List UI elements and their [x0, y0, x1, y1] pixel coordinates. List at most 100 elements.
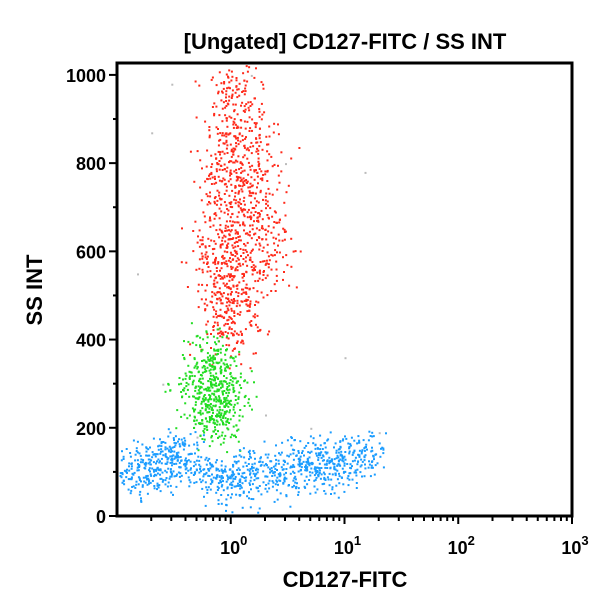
data-point	[226, 386, 229, 388]
data-point	[230, 268, 233, 270]
data-point	[131, 486, 134, 488]
data-point	[319, 452, 322, 455]
data-point	[260, 464, 263, 466]
data-point	[215, 343, 218, 346]
data-point	[231, 475, 234, 478]
data-point	[230, 155, 233, 158]
data-point	[218, 168, 221, 171]
data-point	[220, 358, 223, 361]
data-point	[207, 468, 210, 470]
data-point	[250, 176, 253, 179]
data-point	[235, 237, 238, 240]
data-point	[205, 193, 208, 196]
data-point	[218, 398, 221, 401]
data-point	[301, 450, 304, 453]
data-point	[337, 451, 340, 454]
data-point	[197, 455, 200, 458]
data-point	[203, 473, 206, 476]
data-point	[233, 221, 236, 224]
data-point	[219, 224, 222, 227]
data-point	[249, 479, 252, 482]
data-point	[314, 468, 317, 471]
data-point	[213, 376, 216, 379]
data-point	[251, 103, 254, 106]
data-point	[234, 395, 237, 397]
data-point	[282, 468, 285, 471]
data-point	[240, 293, 243, 296]
data-point	[220, 210, 223, 213]
data-point	[279, 453, 282, 456]
data-point	[242, 465, 245, 468]
data-point	[206, 336, 209, 339]
data-point	[260, 456, 262, 459]
data-point	[238, 384, 241, 387]
data-point	[267, 230, 270, 233]
data-point	[262, 83, 265, 86]
data-point	[224, 369, 226, 372]
data-point	[224, 434, 227, 437]
data-point	[225, 139, 228, 142]
data-point	[179, 456, 182, 458]
data-point	[223, 81, 226, 83]
data-point	[363, 456, 366, 459]
data-point	[275, 279, 278, 282]
data-point	[288, 284, 291, 287]
data-point	[274, 483, 277, 486]
data-point	[194, 389, 197, 392]
data-point	[145, 450, 148, 453]
data-point	[285, 471, 287, 474]
data-point	[261, 238, 264, 241]
data-point	[228, 382, 231, 385]
data-point	[229, 496, 232, 499]
data-point	[206, 488, 209, 491]
data-point	[168, 477, 171, 480]
data-point	[166, 461, 169, 464]
data-point	[310, 427, 313, 430]
data-point	[240, 188, 243, 191]
data-point	[244, 286, 247, 289]
data-point	[176, 454, 179, 457]
data-point	[225, 404, 228, 407]
data-point	[138, 477, 141, 480]
data-point	[227, 337, 230, 340]
data-point	[171, 455, 174, 458]
data-point	[167, 457, 170, 460]
data-point	[262, 274, 265, 276]
data-point	[338, 463, 341, 466]
data-point	[226, 382, 229, 385]
data-point	[284, 214, 287, 217]
data-point	[227, 366, 230, 369]
data-point	[224, 412, 227, 415]
data-point	[232, 425, 235, 428]
data-point	[181, 396, 183, 399]
y-tick-label: 600	[76, 242, 106, 262]
data-point	[266, 159, 269, 162]
data-point	[219, 132, 222, 135]
data-point	[125, 448, 128, 450]
data-point	[148, 469, 151, 472]
data-point	[209, 270, 212, 273]
data-point	[202, 382, 205, 385]
data-point	[178, 443, 181, 446]
data-point	[151, 456, 154, 459]
data-point	[239, 311, 242, 314]
data-point	[224, 367, 227, 370]
data-point	[246, 157, 249, 160]
data-point	[218, 191, 221, 194]
data-point	[227, 86, 230, 89]
data-point	[315, 452, 318, 455]
data-point	[311, 471, 314, 474]
data-point	[178, 383, 180, 386]
data-point	[195, 459, 198, 462]
data-point	[238, 414, 241, 417]
data-point	[221, 402, 224, 405]
data-point	[223, 410, 226, 413]
data-point	[228, 161, 230, 164]
data-point	[195, 363, 198, 366]
data-point	[177, 456, 180, 459]
data-point	[220, 229, 223, 232]
data-point	[229, 483, 231, 486]
data-point	[229, 203, 232, 205]
data-point	[237, 236, 240, 238]
data-point	[206, 284, 208, 287]
